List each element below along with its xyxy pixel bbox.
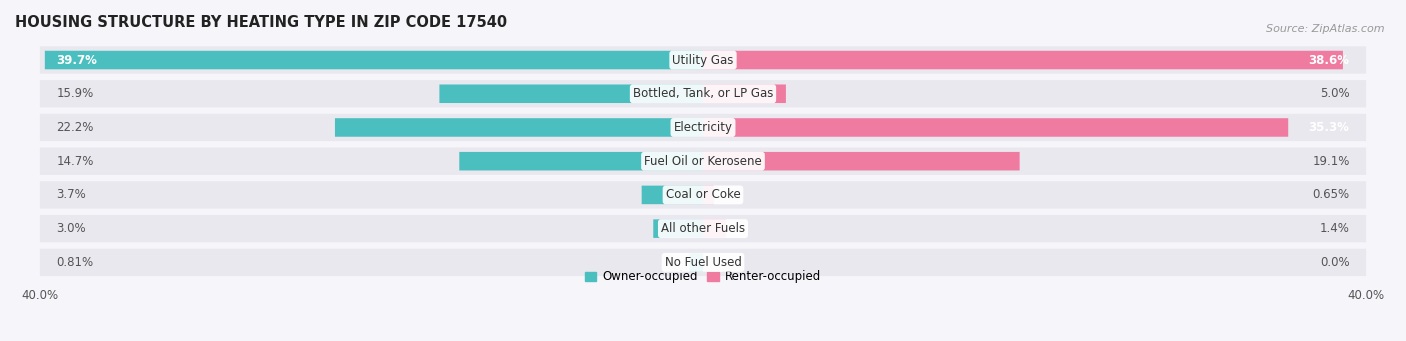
FancyBboxPatch shape <box>703 51 1343 69</box>
FancyBboxPatch shape <box>39 181 1367 209</box>
Text: Utility Gas: Utility Gas <box>672 54 734 66</box>
Text: 22.2%: 22.2% <box>56 121 94 134</box>
FancyBboxPatch shape <box>703 186 714 204</box>
FancyBboxPatch shape <box>45 51 703 69</box>
FancyBboxPatch shape <box>39 249 1367 276</box>
Text: 19.1%: 19.1% <box>1312 155 1350 168</box>
Text: Electricity: Electricity <box>673 121 733 134</box>
Text: 38.6%: 38.6% <box>1309 54 1350 66</box>
Text: 5.0%: 5.0% <box>1320 87 1350 100</box>
FancyBboxPatch shape <box>654 219 703 238</box>
FancyBboxPatch shape <box>641 186 703 204</box>
Text: 0.65%: 0.65% <box>1312 189 1350 202</box>
FancyBboxPatch shape <box>39 46 1367 74</box>
Text: Bottled, Tank, or LP Gas: Bottled, Tank, or LP Gas <box>633 87 773 100</box>
FancyBboxPatch shape <box>39 148 1367 175</box>
FancyBboxPatch shape <box>703 219 727 238</box>
Text: 3.0%: 3.0% <box>56 222 86 235</box>
FancyBboxPatch shape <box>703 152 1019 170</box>
Text: All other Fuels: All other Fuels <box>661 222 745 235</box>
FancyBboxPatch shape <box>39 215 1367 242</box>
Text: Fuel Oil or Kerosene: Fuel Oil or Kerosene <box>644 155 762 168</box>
Text: 0.0%: 0.0% <box>1320 256 1350 269</box>
FancyBboxPatch shape <box>689 253 703 272</box>
FancyBboxPatch shape <box>703 118 1288 137</box>
Text: 1.4%: 1.4% <box>1320 222 1350 235</box>
Text: 15.9%: 15.9% <box>56 87 94 100</box>
Text: 35.3%: 35.3% <box>1309 121 1350 134</box>
Text: HOUSING STRUCTURE BY HEATING TYPE IN ZIP CODE 17540: HOUSING STRUCTURE BY HEATING TYPE IN ZIP… <box>15 15 508 30</box>
FancyBboxPatch shape <box>39 114 1367 141</box>
Text: No Fuel Used: No Fuel Used <box>665 256 741 269</box>
Text: 39.7%: 39.7% <box>56 54 97 66</box>
Text: 14.7%: 14.7% <box>56 155 94 168</box>
FancyBboxPatch shape <box>703 85 786 103</box>
FancyBboxPatch shape <box>460 152 703 170</box>
Legend: Owner-occupied, Renter-occupied: Owner-occupied, Renter-occupied <box>579 266 827 288</box>
FancyBboxPatch shape <box>440 85 703 103</box>
FancyBboxPatch shape <box>335 118 703 137</box>
Text: 3.7%: 3.7% <box>56 189 86 202</box>
Text: Source: ZipAtlas.com: Source: ZipAtlas.com <box>1267 24 1385 34</box>
FancyBboxPatch shape <box>39 80 1367 107</box>
Text: 0.81%: 0.81% <box>56 256 94 269</box>
Text: Coal or Coke: Coal or Coke <box>665 189 741 202</box>
